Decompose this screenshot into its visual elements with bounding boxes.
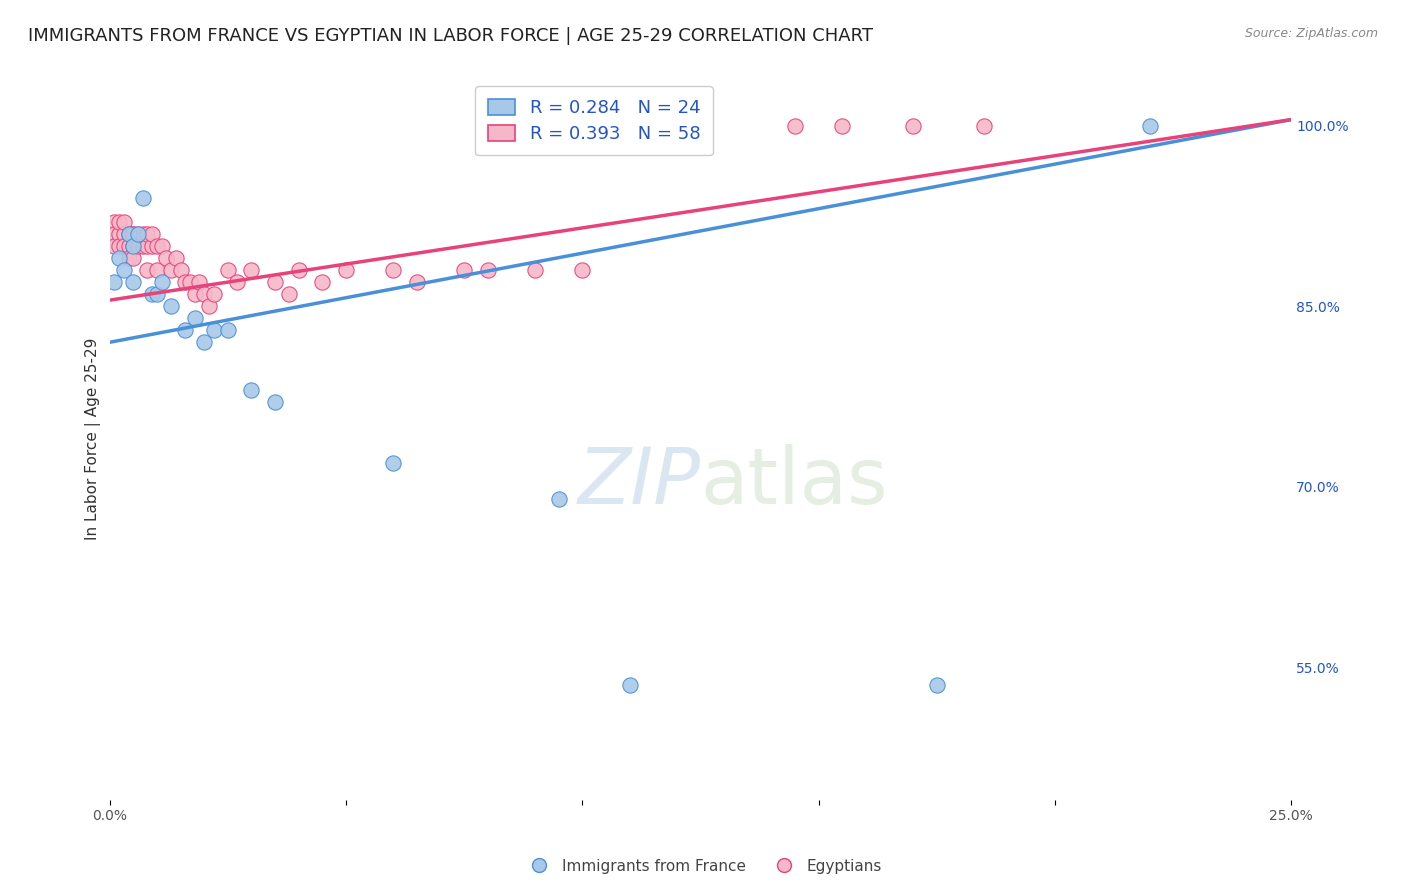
Point [146,239,169,253]
Point [127,227,149,241]
Point [141,227,163,241]
Point [217,323,239,337]
Point [117,227,139,241]
Point [122,239,145,253]
Point [112,239,135,253]
Point [165,251,187,265]
Point [112,263,135,277]
Point [155,251,177,265]
Point [136,263,159,277]
Point [183,287,205,301]
Point [188,275,211,289]
Point [174,323,197,337]
Point [103,215,125,229]
Point [108,215,131,229]
Point [146,287,169,301]
Point [198,299,221,313]
Point [264,395,287,409]
Point [335,263,357,277]
Point [117,251,139,265]
Point [453,263,475,277]
Point [122,239,145,253]
Point [264,275,287,289]
Point [146,263,169,277]
Point [278,287,301,301]
Text: ZIP: ZIP [578,444,700,520]
Point [202,287,225,301]
Point [973,119,995,133]
Point [382,456,405,470]
Point [141,287,163,301]
Point [127,227,149,241]
Point [150,275,173,289]
Point [240,384,263,398]
Point [112,227,135,241]
Point [217,263,239,277]
Point [122,227,145,241]
Point [193,287,215,301]
Point [112,215,135,229]
Point [103,275,125,289]
Point [132,191,155,205]
Point [108,227,131,241]
Point [382,263,405,277]
Point [202,323,225,337]
Point [103,239,125,253]
Point [619,678,641,692]
Point [136,227,159,241]
Text: IMMIGRANTS FROM FRANCE VS EGYPTIAN IN LABOR FORCE | AGE 25-29 CORRELATION CHART: IMMIGRANTS FROM FRANCE VS EGYPTIAN IN LA… [28,27,873,45]
Point [179,275,201,289]
Point [1139,119,1161,133]
Point [193,335,215,350]
Point [226,275,249,289]
Point [160,263,183,277]
Point [665,119,688,133]
Legend: R = 0.284   N = 24, R = 0.393   N = 58: R = 0.284 N = 24, R = 0.393 N = 58 [475,87,713,155]
Point [405,275,427,289]
Point [132,239,155,253]
Point [240,263,263,277]
Legend: Immigrants from France, Egyptians: Immigrants from France, Egyptians [517,853,889,880]
Point [150,239,173,253]
Point [477,263,499,277]
Point [831,119,853,133]
Point [136,239,159,253]
Point [117,239,139,253]
Point [287,263,309,277]
Point [524,263,547,277]
Point [925,678,948,692]
Point [174,275,197,289]
Point [547,491,569,506]
Point [127,239,149,253]
Point [117,227,139,241]
Point [169,263,191,277]
Point [103,227,125,241]
Point [122,275,145,289]
Point [132,227,155,241]
Point [901,119,924,133]
Point [122,251,145,265]
Point [141,239,163,253]
Point [311,275,333,289]
Point [160,299,183,313]
Text: Source: ZipAtlas.com: Source: ZipAtlas.com [1244,27,1378,40]
Point [108,239,131,253]
Point [183,311,205,326]
Point [122,227,145,241]
Y-axis label: In Labor Force | Age 25-29: In Labor Force | Age 25-29 [86,337,101,540]
Point [571,263,593,277]
Point [783,119,806,133]
Point [108,251,131,265]
Text: atlas: atlas [700,444,889,520]
